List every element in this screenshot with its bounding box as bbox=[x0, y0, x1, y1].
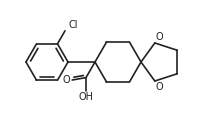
Text: O: O bbox=[155, 32, 163, 42]
Text: Cl: Cl bbox=[69, 20, 78, 30]
Text: OH: OH bbox=[78, 92, 93, 102]
Text: O: O bbox=[155, 82, 163, 92]
Text: O: O bbox=[62, 75, 70, 85]
